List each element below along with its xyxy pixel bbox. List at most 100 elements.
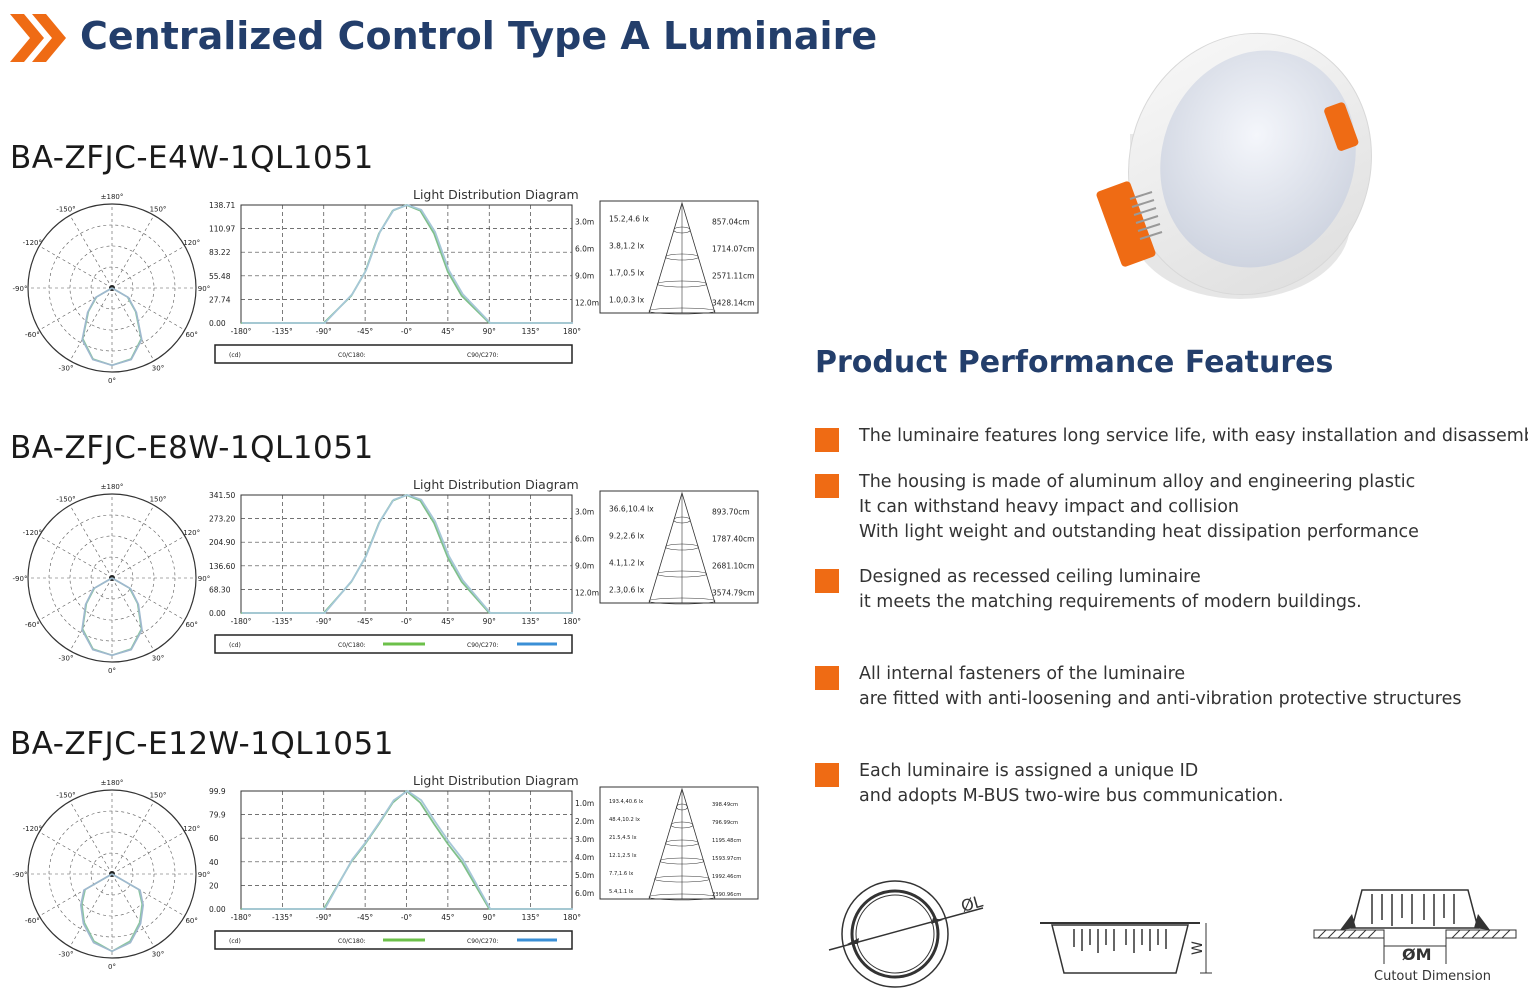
series-line-c90 [242,204,573,324]
candela-chart: 99.9 79.9 60 40 20 0.00 -180° -135° -90° -45° -0° 4… [209,787,581,922]
model-number: BA-ZFJC-E12W-1QL1051 [10,726,394,762]
x-tick-label: -180° [231,617,252,626]
diameter-m-label: ØM [1402,945,1432,964]
x-tick-label: 180° [563,327,581,336]
x-tick-label: 90° [483,327,497,336]
feature-line: Each luminaire is assigned a unique ID [859,761,1199,781]
y-tick-label: 83.22 [209,248,231,257]
polar-curve-c90 [81,287,143,367]
x-tick-label: 135° [522,617,540,626]
feature-text: Each luminaire is assigned a unique ID an… [859,759,1284,809]
illuminance-cone-table: 3.0m 36.6,10.4 lx 893.70cm 6.0m 9.2,2.6 lx 17… [575,490,759,605]
y-tick-label: 79.9 [209,811,226,820]
cone-height-label: 5.0m [575,871,594,880]
diameter-l-label: ØL [959,892,985,916]
x-tick-label: -45° [357,617,373,626]
cutout-dimension-label: Cutout Dimension [1374,969,1491,984]
cone-lux-label: 4.1,1.2 lx [609,559,645,568]
cone-lux-label: 3.8,1.2 lx [609,242,645,251]
light-distribution-block: ±180° -150° 150° -120° 120° -90° 90° -60° 60° -30… [13,477,759,675]
polar-angle-label: -90° [13,871,28,879]
cone-lux-label: 15.2,4.6 lx [609,215,649,224]
chart-legend: (cd) C0/C180: C90/C270: [214,344,573,364]
orange-square-icon [815,474,839,498]
polar-angle-label: -120° [23,529,42,537]
cone-height-label: 4.0m [575,853,594,862]
cone-diameter-label: 796.99cm [712,820,738,826]
cone-diameter-label: 398.49cm [712,802,738,808]
luminaire-photo [1096,32,1372,299]
polar-angle-label: ±180° [101,483,124,491]
x-tick-label: -90° [316,617,332,626]
ldd-title: Light Distribution Diagram [413,187,579,202]
x-tick-label: -180° [231,327,252,336]
cone-height-label: 9.0m [575,272,594,281]
feature-line: Designed as recessed ceiling luminaire [859,567,1201,587]
cone-lux-label: 1.7,0.5 lx [609,269,645,278]
polar-angle-label: 90° [198,285,210,293]
y-tick-label: 27.74 [209,295,231,304]
x-tick-label: 180° [563,913,581,922]
cone-diameter-label: 3574.79cm [712,589,754,598]
feature-line: and adopts M-BUS two-wire bus communicat… [859,786,1284,806]
x-tick-label: -135° [272,913,293,922]
y-tick-label: 138.71 [209,201,235,210]
polar-angle-label: -60° [25,331,40,339]
ldd-title: Light Distribution Diagram [413,477,579,492]
cone-diameter-label: 1714.07cm [712,245,754,254]
chart-legend: (cd) C0/C180: C90/C270: [214,634,573,654]
cone-diameter-label: 2571.11cm [712,272,754,281]
polar-angle-label: -30° [59,655,74,663]
polar-angle-label: 60° [185,621,197,629]
x-tick-label: -180° [231,913,252,922]
polar-angle-label: -90° [13,285,28,293]
polar-angle-label: -60° [25,917,40,925]
feature-line: are fitted with anti-loosening and anti-… [859,689,1462,709]
y-tick-label: 0.00 [209,609,226,618]
x-tick-label: 135° [522,327,540,336]
chart-legend: (cd) C0/C180: C90/C270: [214,930,573,950]
y-tick-label: 136.60 [209,562,235,571]
x-tick-label: -135° [272,327,293,336]
legend-c0-label: C0/C180: [338,938,366,945]
polar-angle-label: 90° [198,575,210,583]
cutout-drawing: ØM [1313,889,1517,964]
feature-line: All internal fasteners of the luminaire [859,664,1186,684]
feature-text: The luminaire features long service life… [859,424,1528,449]
polar-angle-label: -90° [13,575,28,583]
series-line-c90 [242,789,573,910]
cone-diameter-label: 3428.14cm [712,299,754,308]
light-distribution-block: ±180° -150° 150° -120° 120° -90° 90° -60° 60° -30… [13,187,759,385]
polar-angle-label: ±180° [101,193,124,201]
cone-diameter-label: 2390.96cm [712,892,741,898]
polar-angle-label: 60° [185,331,197,339]
x-tick-label: -90° [316,913,332,922]
orange-square-icon [815,428,839,452]
x-tick-label: -0° [401,327,412,336]
illuminance-cone-table: 3.0m 15.2,4.6 lx 857.04cm 6.0m 3.8,1.2 lx 171… [575,200,759,315]
x-tick-label: -90° [316,327,332,336]
y-tick-label: 55.48 [209,272,231,281]
legend-c0-label: C0/C180: [338,352,366,359]
cone-lux-label: 21.5,4.5 lx [609,835,637,841]
y-tick-label: 40 [209,858,219,867]
x-tick-label: 45° [441,913,455,922]
model-number: BA-ZFJC-E4W-1QL1051 [10,140,374,176]
polar-angle-label: 150° [150,205,167,213]
polar-angle-label: -30° [59,365,74,373]
cone-diameter-label: 1195.48cm [712,838,741,844]
cone-diameter-label: 1593.97cm [712,856,741,862]
polar-angle-label: 0° [108,377,116,385]
side-view-drawing: W [1040,922,1212,974]
x-tick-label: -135° [272,617,293,626]
cone-lux-label: 12.1,2.5 lx [609,853,637,859]
y-tick-label: 273.20 [209,515,235,524]
feature-line: It can withstand heavy impact and collis… [859,497,1240,517]
series-line-c90 [242,494,573,614]
legend-c90-label: C90/C270: [467,642,499,649]
cone-diameter-label: 893.70cm [712,508,750,517]
candela-chart: 341.50 273.20 204.90 136.60 68.30 0.00 -180° -1… [209,491,581,626]
legend-c90-label: C90/C270: [467,938,499,945]
y-tick-label: 204.90 [209,538,235,547]
polar-angle-label: 120° [183,529,200,537]
